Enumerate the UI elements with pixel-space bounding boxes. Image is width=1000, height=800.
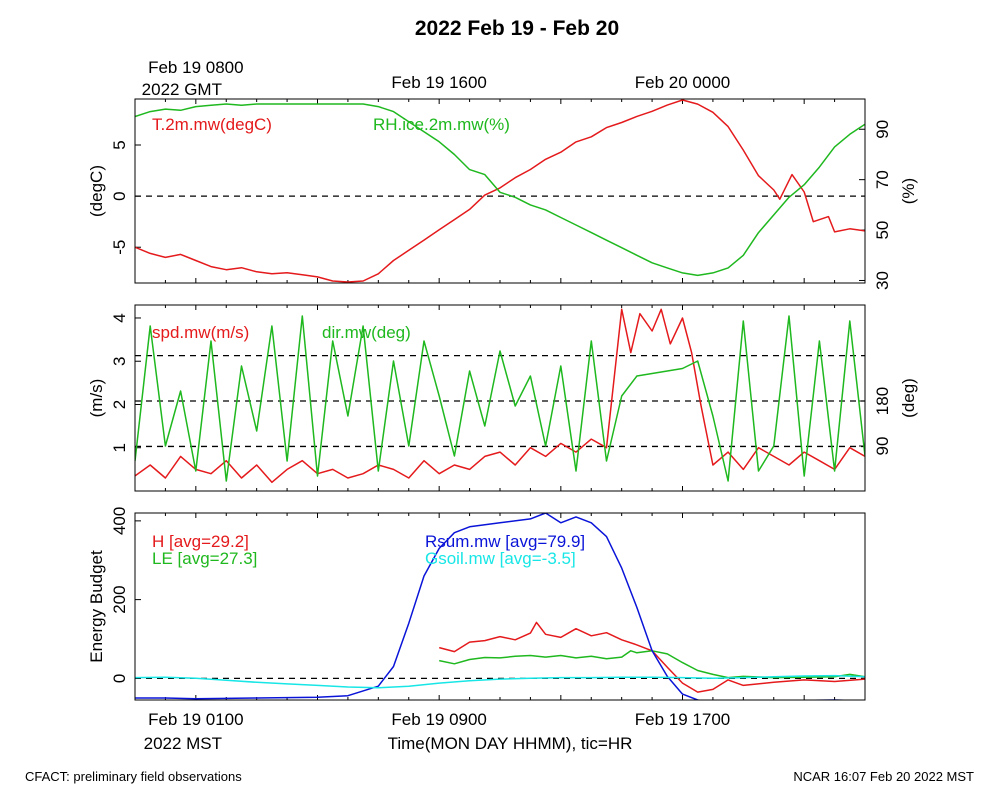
series-line-green [135, 103, 865, 277]
y-tick-label-left: 200 [110, 585, 129, 613]
bottom-time-tick-label: Feb 19 0900 [391, 710, 486, 729]
footer-right: NCAR 16:07 Feb 20 2022 MST [793, 769, 974, 784]
plot-frame [134, 98, 866, 284]
y-axis-label-right: (deg) [899, 378, 918, 418]
series-line-green [135, 315, 865, 482]
bottom-time-tick-label: Feb 19 1700 [635, 710, 730, 729]
top-time-tick-label: Feb 19 1600 [391, 73, 486, 92]
y-axis-label-left: Energy Budget [87, 550, 106, 663]
bottom-time-tick-label: Feb 19 0100 [148, 710, 243, 729]
y-axis-label-left: (m/s) [87, 379, 106, 418]
series-line-red [135, 99, 865, 283]
series-line-red [439, 621, 865, 693]
y-tick-label-right: 90 [873, 437, 892, 456]
y-tick-label-left: 4 [110, 313, 129, 322]
y-tick-label-right: 180 [873, 387, 892, 415]
y-tick-label-right: 70 [873, 170, 892, 189]
y-tick-label-left: 2 [110, 400, 129, 409]
plot-frame [134, 304, 866, 492]
y-tick-label-left: 3 [110, 356, 129, 365]
chart-title: 2022 Feb 19 - Feb 20 [415, 17, 619, 40]
y-tick-label-left: 0 [110, 674, 129, 683]
legend-green: dir.mw(deg) [322, 323, 411, 342]
y-tick-label-right: 50 [873, 221, 892, 240]
footer-left: CFACT: preliminary field observations [25, 769, 242, 784]
y-tick-label-right: 30 [873, 271, 892, 290]
y-tick-label-left: -5 [110, 240, 129, 255]
bottom-time-zone-label: 2022 MST [144, 734, 222, 753]
y-tick-label-right: 90 [873, 120, 892, 139]
panel-1: -5 0 5 30 50 70 90 (degC) (%) T.2m.mw(degC) RH.ice… [87, 58, 918, 290]
legend-green: RH.ice.2m.mw(%) [373, 115, 510, 134]
legend-blue: Rsum.mw [avg=79.9] [425, 532, 585, 551]
y-tick-label-left: 1 [110, 443, 129, 452]
legend-red: T.2m.mw(degC) [152, 115, 272, 134]
plot-frame [134, 512, 866, 701]
y-tick-label-left: 5 [110, 140, 129, 149]
series-line-cyan [135, 674, 865, 689]
panel-2: 1 2 3 4 90 180 (m/s) (deg) spd.mw(m/s) dir.mw(deg… [87, 304, 918, 492]
y-axis-label-left: (degC) [87, 165, 106, 217]
top-time-tick-label: Feb 19 0800 [148, 58, 243, 77]
legend-cyan: Gsoil.mw [avg=-3.5] [425, 549, 576, 568]
legend-red: spd.mw(m/s) [152, 323, 249, 342]
x-axis-label: Time(MON DAY HHMM), tic=HR [388, 734, 633, 753]
y-axis-label-right: (%) [899, 178, 918, 204]
top-time-zone-label: 2022 GMT [142, 80, 222, 99]
y-tick-label-left: 400 [110, 507, 129, 535]
series-line-red [135, 308, 865, 484]
legend-red: H [avg=29.2] [152, 532, 249, 551]
y-tick-label-left: 0 [110, 191, 129, 200]
series-line-blue [135, 513, 864, 700]
top-time-tick-label: Feb 20 0000 [635, 73, 730, 92]
legend-green: LE [avg=27.3] [152, 549, 257, 568]
series-line-green [439, 650, 865, 679]
